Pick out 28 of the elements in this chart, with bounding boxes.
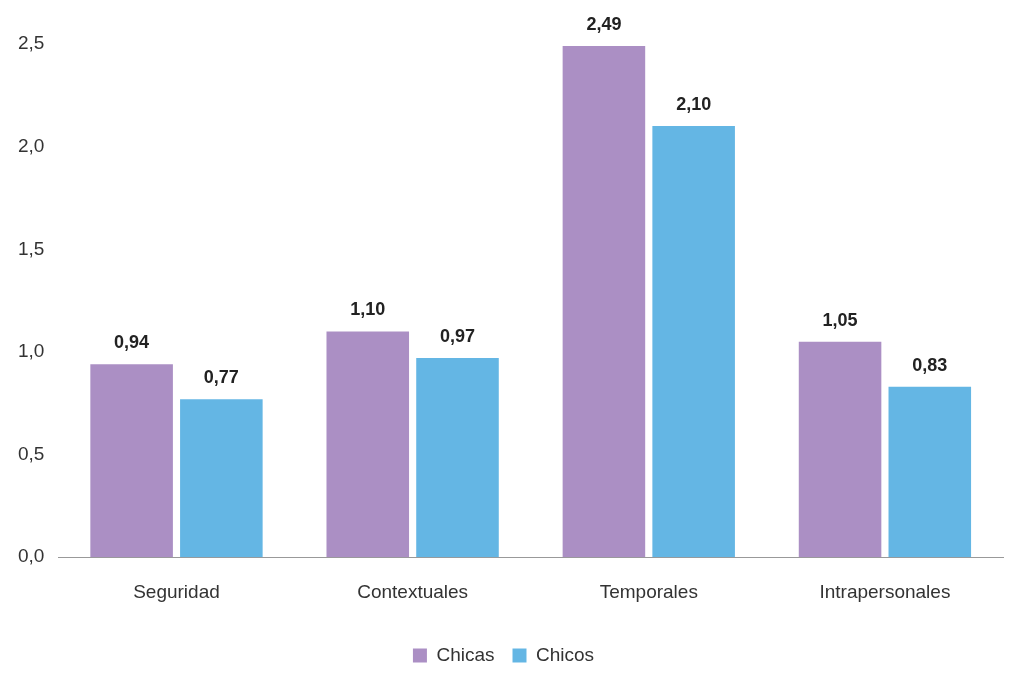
x-tick-label: Seguridad — [133, 580, 220, 602]
data-label: 0,83 — [912, 354, 948, 375]
y-tick-label: 0,5 — [17, 442, 45, 464]
x-tick-label: Temporales — [599, 580, 698, 602]
y-tick-label: 1,0 — [17, 340, 45, 362]
bar — [652, 126, 735, 558]
y-tick-label: 0,0 — [17, 545, 45, 567]
data-label: 0,97 — [439, 326, 476, 347]
legend-label: Chicas — [436, 643, 495, 665]
x-tick-label: Intrapersonales — [819, 580, 951, 602]
y-tick-label: 1,5 — [17, 237, 45, 259]
data-label: 0,77 — [203, 367, 239, 388]
bar — [416, 358, 499, 558]
legend-label: Chicos — [536, 643, 595, 665]
y-tick-label: 2,5 — [17, 32, 45, 54]
data-label: 2,10 — [676, 94, 712, 115]
bar — [326, 331, 410, 558]
data-label: 1,10 — [350, 299, 386, 320]
x-tick-label: Contextuales — [357, 580, 469, 602]
bar — [888, 386, 972, 558]
bar — [798, 341, 882, 558]
y-tick-label: 2,0 — [17, 134, 45, 156]
data-label: 0,94 — [114, 332, 150, 353]
data-label: 2,49 — [586, 14, 622, 35]
data-label: 1,05 — [822, 309, 858, 330]
bar — [562, 46, 646, 558]
bar — [90, 364, 173, 558]
bar — [180, 399, 263, 558]
